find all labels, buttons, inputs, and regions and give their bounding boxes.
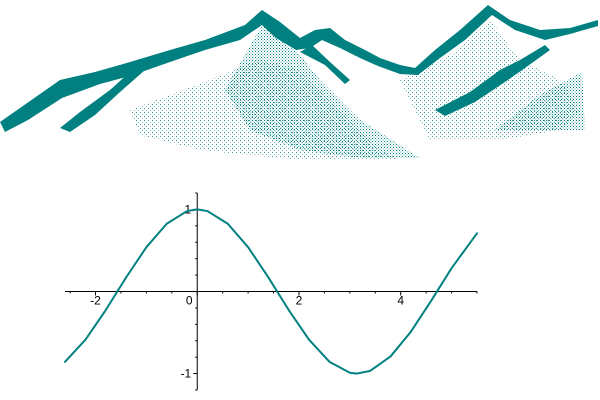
x-tick-label: -2: [90, 294, 101, 308]
series-line-cos: [64, 208, 478, 375]
mountain-ridge-inner: [300, 45, 350, 84]
mountain-ridge-main: [0, 5, 598, 132]
mountain-shadow-far-right: [495, 72, 585, 130]
mountain-shadow-center: [225, 25, 420, 158]
mountain-ridge-lower-right: [435, 45, 550, 116]
x-tick-label: 4: [397, 294, 404, 308]
mountain-ridge-secondary: [60, 70, 145, 132]
x-tick-label: 0: [186, 294, 193, 308]
y-tick-labels: 1 -1: [181, 202, 192, 380]
y-tick-label: -1: [181, 367, 192, 381]
x-tick-label: 2: [296, 294, 303, 308]
plot-area: -2 0 2 4 1 -1: [64, 192, 478, 391]
mountain-range-icon: [0, 5, 598, 160]
x-ticks: [69, 291, 478, 296]
y-tick-label: 1: [185, 202, 192, 216]
x-tick-labels: -2 0 2 4: [90, 294, 404, 308]
